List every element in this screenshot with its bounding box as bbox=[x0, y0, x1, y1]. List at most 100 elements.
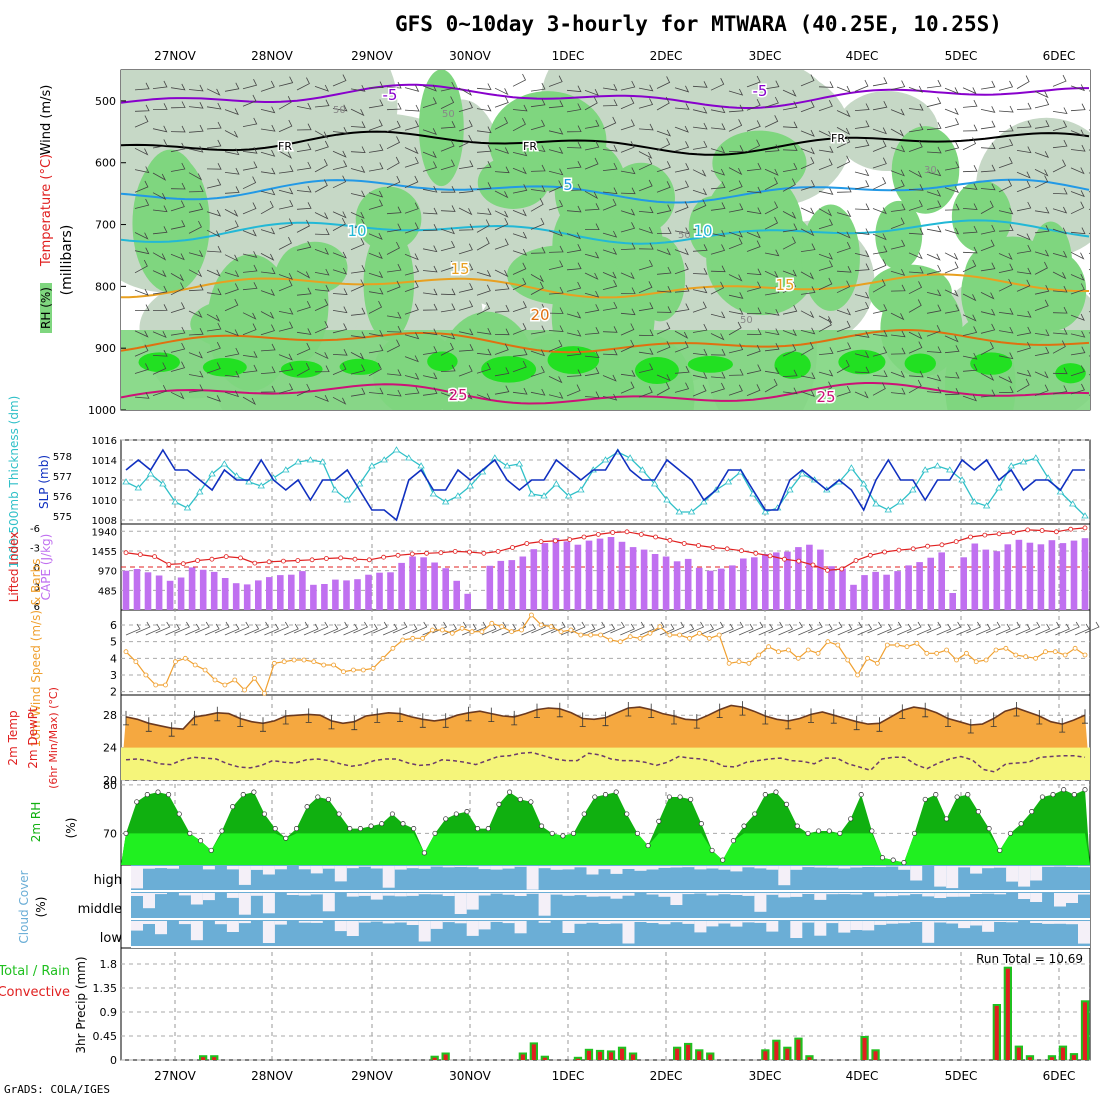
li-point bbox=[467, 549, 472, 555]
rh-area-mid bbox=[688, 196, 736, 259]
wind-barb bbox=[386, 263, 402, 273]
temp-minmax-bar bbox=[579, 712, 586, 727]
cape-bar bbox=[1026, 542, 1034, 610]
wind10-point bbox=[983, 657, 989, 663]
wind-barb bbox=[890, 347, 906, 355]
temp-ylabel-dewpt: 2m DewPt bbox=[26, 707, 40, 769]
wind-barb bbox=[1088, 252, 1090, 254]
wind-barb bbox=[548, 325, 564, 332]
wind-barb bbox=[710, 265, 726, 273]
wind-barb bbox=[242, 251, 258, 258]
wind10-point bbox=[380, 655, 386, 661]
wind-barb bbox=[854, 203, 870, 211]
wind-barb bbox=[404, 120, 420, 131]
wind-barb bbox=[854, 263, 870, 272]
wind-barb bbox=[908, 200, 923, 211]
wind-barb bbox=[1070, 227, 1086, 235]
wind10-barb bbox=[867, 621, 883, 634]
wind-barb bbox=[440, 260, 455, 272]
wind-barb bbox=[692, 268, 708, 275]
wind10-barb bbox=[778, 623, 794, 636]
cloud-ylabel-unit: (%) bbox=[34, 897, 48, 918]
cloud-high bbox=[238, 866, 251, 885]
li-point bbox=[767, 553, 773, 559]
cloud-high bbox=[850, 866, 863, 868]
wind-barb bbox=[494, 304, 510, 313]
wind-barb bbox=[566, 384, 581, 397]
wind-barb bbox=[278, 236, 292, 250]
wind-barb bbox=[620, 370, 636, 377]
rh2m-point bbox=[634, 830, 641, 836]
cloud-middle bbox=[622, 893, 635, 896]
wind-barb bbox=[1016, 146, 1032, 154]
cloud-middle bbox=[155, 893, 167, 895]
wind-barb bbox=[638, 151, 653, 159]
wind-barb bbox=[1016, 369, 1032, 377]
cape-bar bbox=[883, 574, 890, 610]
wind-barb bbox=[134, 82, 150, 91]
wind10-barb bbox=[274, 621, 289, 634]
wind-barb bbox=[692, 169, 707, 177]
wind-barb bbox=[1052, 227, 1067, 235]
date-label-top: 29NOV bbox=[351, 49, 393, 63]
wind10-point bbox=[410, 635, 416, 641]
wind-barb bbox=[242, 312, 257, 320]
wind-barb bbox=[476, 237, 490, 251]
cloud-high bbox=[418, 866, 431, 869]
wind-barb bbox=[926, 264, 942, 275]
wind10-barb bbox=[956, 623, 972, 636]
cloud-high bbox=[346, 866, 359, 869]
wind-barb bbox=[782, 369, 798, 377]
thickness-point bbox=[257, 482, 265, 489]
wind-barb bbox=[692, 225, 708, 233]
cape-bar bbox=[784, 551, 791, 610]
wind-barb bbox=[422, 245, 438, 253]
wind-barb bbox=[998, 326, 1014, 334]
rh-area-high bbox=[427, 351, 458, 372]
wind-barb bbox=[242, 351, 258, 358]
wind-barb bbox=[1088, 90, 1090, 92]
cape-bar bbox=[1059, 543, 1067, 610]
temp-minmax-bar bbox=[922, 702, 929, 718]
wind10-point bbox=[598, 632, 603, 638]
rh-area-high bbox=[774, 351, 811, 379]
cloud-low bbox=[802, 921, 815, 923]
precip-conv-bar bbox=[212, 1057, 217, 1060]
wind-barb bbox=[260, 289, 276, 297]
wind-barb bbox=[422, 328, 438, 336]
wind10-barb bbox=[639, 623, 655, 636]
li-tick-label: 3 bbox=[34, 583, 40, 594]
wind-barb bbox=[404, 202, 419, 214]
cloud-low bbox=[454, 921, 467, 924]
wind-barb bbox=[800, 342, 814, 356]
dewpt-line bbox=[125, 751, 1086, 773]
wind10-line bbox=[125, 614, 1086, 695]
wind-barb bbox=[836, 385, 851, 397]
cloud-low bbox=[370, 921, 383, 922]
cloud-low bbox=[262, 921, 275, 943]
rh2m-point bbox=[986, 826, 992, 832]
wind-barb bbox=[890, 169, 905, 177]
precip-tick-label: 1.35 bbox=[93, 982, 118, 995]
cape-bar bbox=[288, 574, 295, 610]
wind-barb bbox=[926, 97, 942, 108]
wind10-point bbox=[163, 682, 168, 688]
wind-barb bbox=[242, 264, 258, 273]
wind-barb bbox=[710, 168, 726, 176]
cloud-level-label: high bbox=[94, 873, 122, 888]
wind-barb bbox=[1034, 91, 1049, 99]
li-point bbox=[595, 532, 601, 537]
wind-barb bbox=[890, 370, 906, 378]
wind-barb bbox=[386, 369, 402, 376]
cloud-high bbox=[778, 866, 791, 886]
thickness-point bbox=[786, 486, 794, 493]
wind10-barb bbox=[976, 623, 991, 636]
wind-barb bbox=[152, 350, 168, 357]
wind10-point bbox=[430, 627, 435, 633]
isotherm-label: 10 bbox=[693, 222, 712, 240]
temp-minmax-bar bbox=[693, 714, 700, 729]
wind-barb bbox=[602, 99, 618, 107]
thickness-point bbox=[638, 466, 647, 473]
wind-barb bbox=[746, 99, 761, 111]
wind-barb bbox=[332, 150, 347, 158]
